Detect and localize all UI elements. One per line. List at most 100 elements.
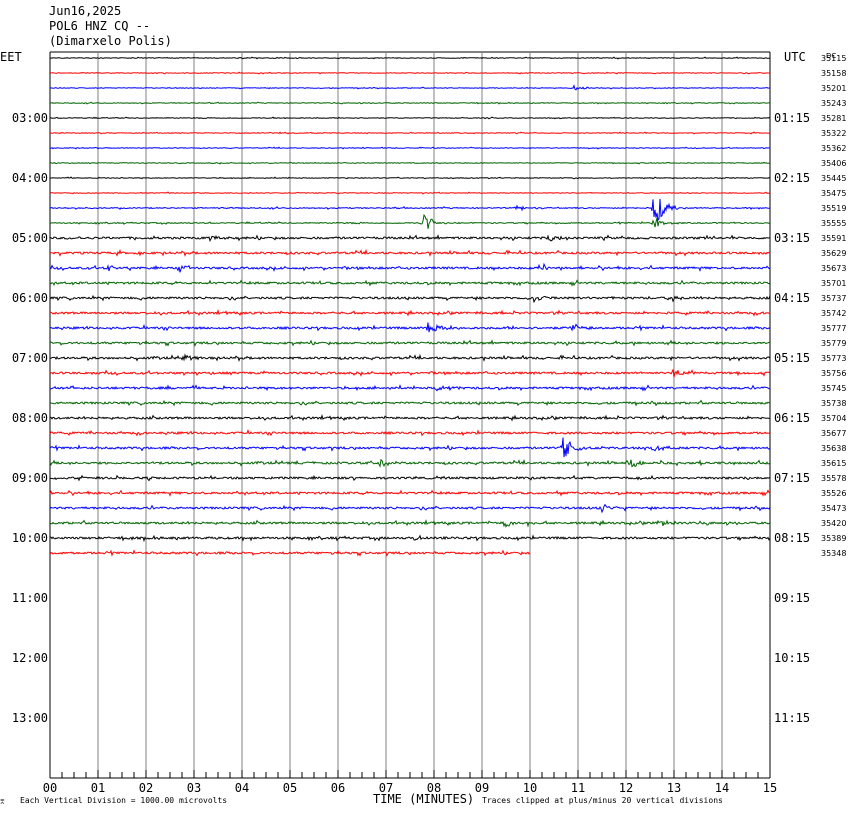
seismic-trace bbox=[49, 262, 771, 273]
dc-offset-label: 35629 bbox=[821, 249, 846, 258]
dc-offset-label: 35420 bbox=[821, 519, 846, 528]
right-time-label: 10:15 bbox=[774, 651, 810, 665]
left-time-label: 11:00 bbox=[12, 591, 48, 605]
dc-offset-label: 35638 bbox=[821, 444, 846, 453]
seismic-trace bbox=[49, 308, 771, 317]
station-location: (Dimarxelo Polis) bbox=[49, 34, 172, 48]
dc-offset-label: 35737 bbox=[821, 294, 846, 303]
x-tick-label: 12 bbox=[619, 781, 633, 795]
seismic-trace bbox=[49, 503, 771, 514]
right-time-label: 02:15 bbox=[774, 171, 810, 185]
dc-offset-label: 35281 bbox=[821, 114, 846, 123]
seismic-trace bbox=[49, 428, 771, 437]
record-date: Jun16,2025 bbox=[49, 4, 122, 18]
right-time-label: 07:15 bbox=[774, 471, 810, 485]
left-time-label: 03:00 bbox=[12, 111, 48, 125]
right-time-label: 11:15 bbox=[774, 711, 810, 725]
left-axis-title: EET bbox=[0, 50, 22, 64]
seismic-trace bbox=[49, 234, 771, 243]
seismic-trace bbox=[49, 413, 771, 422]
seismic-trace bbox=[49, 437, 771, 458]
left-time-label: 09:00 bbox=[12, 471, 48, 485]
x-axis-title: TIME (MINUTES) bbox=[373, 792, 475, 806]
seismic-trace bbox=[50, 534, 771, 543]
right-time-label: 03:15 bbox=[774, 231, 810, 245]
dc-offset-label: 35389 bbox=[821, 534, 846, 543]
dc-offset-label: 35677 bbox=[821, 429, 846, 438]
seismic-trace bbox=[49, 176, 771, 180]
clip-note: Traces clipped at plus/minus 20 vertical… bbox=[482, 796, 723, 805]
seismic-trace bbox=[49, 549, 531, 557]
x-tick-label: 03 bbox=[187, 781, 201, 795]
seismic-trace bbox=[49, 101, 771, 105]
dc-offset-label: 35701 bbox=[821, 279, 846, 288]
right-time-label: 09:15 bbox=[774, 591, 810, 605]
right-time-label: 05:15 bbox=[774, 351, 810, 365]
seismic-trace bbox=[49, 489, 771, 497]
right-axis-title: UTC bbox=[784, 50, 806, 64]
left-time-label: 05:00 bbox=[12, 231, 48, 245]
x-tick-label: 08 bbox=[427, 781, 441, 795]
seismic-trace bbox=[49, 384, 770, 392]
right-time-label: 06:15 bbox=[774, 411, 810, 425]
left-time-label: 12:00 bbox=[12, 651, 48, 665]
seismic-trace bbox=[49, 191, 771, 195]
left-time-label: 04:00 bbox=[12, 171, 48, 185]
seismic-trace bbox=[49, 399, 771, 407]
x-tick-label: 14 bbox=[715, 781, 729, 795]
dc-offset-label: 35322 bbox=[821, 129, 846, 138]
x-tick-label: 05 bbox=[283, 781, 297, 795]
seismic-trace bbox=[50, 146, 771, 150]
dc-offset-label: 35673 bbox=[821, 264, 846, 273]
dc-offset-label: 35779 bbox=[821, 339, 846, 348]
dc-offset-label: 35519 bbox=[821, 204, 846, 213]
seismic-trace bbox=[49, 198, 771, 222]
dc-offset-label: 35555 bbox=[821, 219, 846, 228]
seismic-trace bbox=[49, 213, 771, 229]
seismic-trace bbox=[49, 161, 771, 165]
x-tick-label: 11 bbox=[571, 781, 585, 795]
seismic-trace bbox=[49, 458, 771, 468]
x-tick-label: 13 bbox=[667, 781, 681, 795]
right-time-label: 08:15 bbox=[774, 531, 810, 545]
seismic-trace bbox=[49, 84, 770, 91]
seismic-trace bbox=[49, 131, 771, 135]
x-tick-label: 04 bbox=[235, 781, 249, 795]
dc-offset-label: 35201 bbox=[821, 84, 846, 93]
dc-offset-label: 35704 bbox=[821, 414, 846, 423]
left-time-label: 13:00 bbox=[12, 711, 48, 725]
left-time-label: 10:00 bbox=[12, 531, 48, 545]
x-tick-label: 00 bbox=[43, 781, 57, 795]
x-tick-label: 09 bbox=[475, 781, 489, 795]
right-time-label: 01:15 bbox=[774, 111, 810, 125]
corner-mark: ⌆ bbox=[0, 797, 5, 806]
dc-offset-label: 35475 bbox=[821, 189, 846, 198]
seismic-trace bbox=[49, 322, 771, 333]
dc-offset-label: 35445 bbox=[821, 174, 846, 183]
seismic-trace bbox=[49, 56, 771, 60]
x-tick-label: 07 bbox=[379, 781, 393, 795]
dc-offset-label: 35777 bbox=[821, 324, 846, 333]
seismic-trace bbox=[49, 279, 771, 287]
seismic-trace bbox=[50, 353, 771, 362]
dc-offset-label: 35473 bbox=[821, 504, 846, 513]
seismic-trace bbox=[49, 339, 771, 347]
dc-offset-label: 35738 bbox=[821, 399, 846, 408]
dc-offset-label: 35526 bbox=[821, 489, 846, 498]
left-time-label: 07:00 bbox=[12, 351, 48, 365]
dc-offset-label: 35406 bbox=[821, 159, 846, 168]
dc-offset-label: 35591 bbox=[821, 234, 846, 243]
x-tick-label: 01 bbox=[91, 781, 105, 795]
seismic-trace bbox=[49, 248, 771, 257]
seismic-trace bbox=[49, 369, 771, 378]
x-tick-label: 02 bbox=[139, 781, 153, 795]
seismic-trace bbox=[49, 116, 771, 120]
dc-offset-label: 35773 bbox=[821, 354, 846, 363]
seismic-trace bbox=[49, 294, 771, 304]
seismic-trace bbox=[49, 474, 771, 482]
dc-offset-label: 35115 bbox=[821, 54, 846, 63]
dc-offset-label: 35578 bbox=[821, 474, 846, 483]
left-time-label: 08:00 bbox=[12, 411, 48, 425]
dc-offset-label: 35243 bbox=[821, 99, 846, 108]
